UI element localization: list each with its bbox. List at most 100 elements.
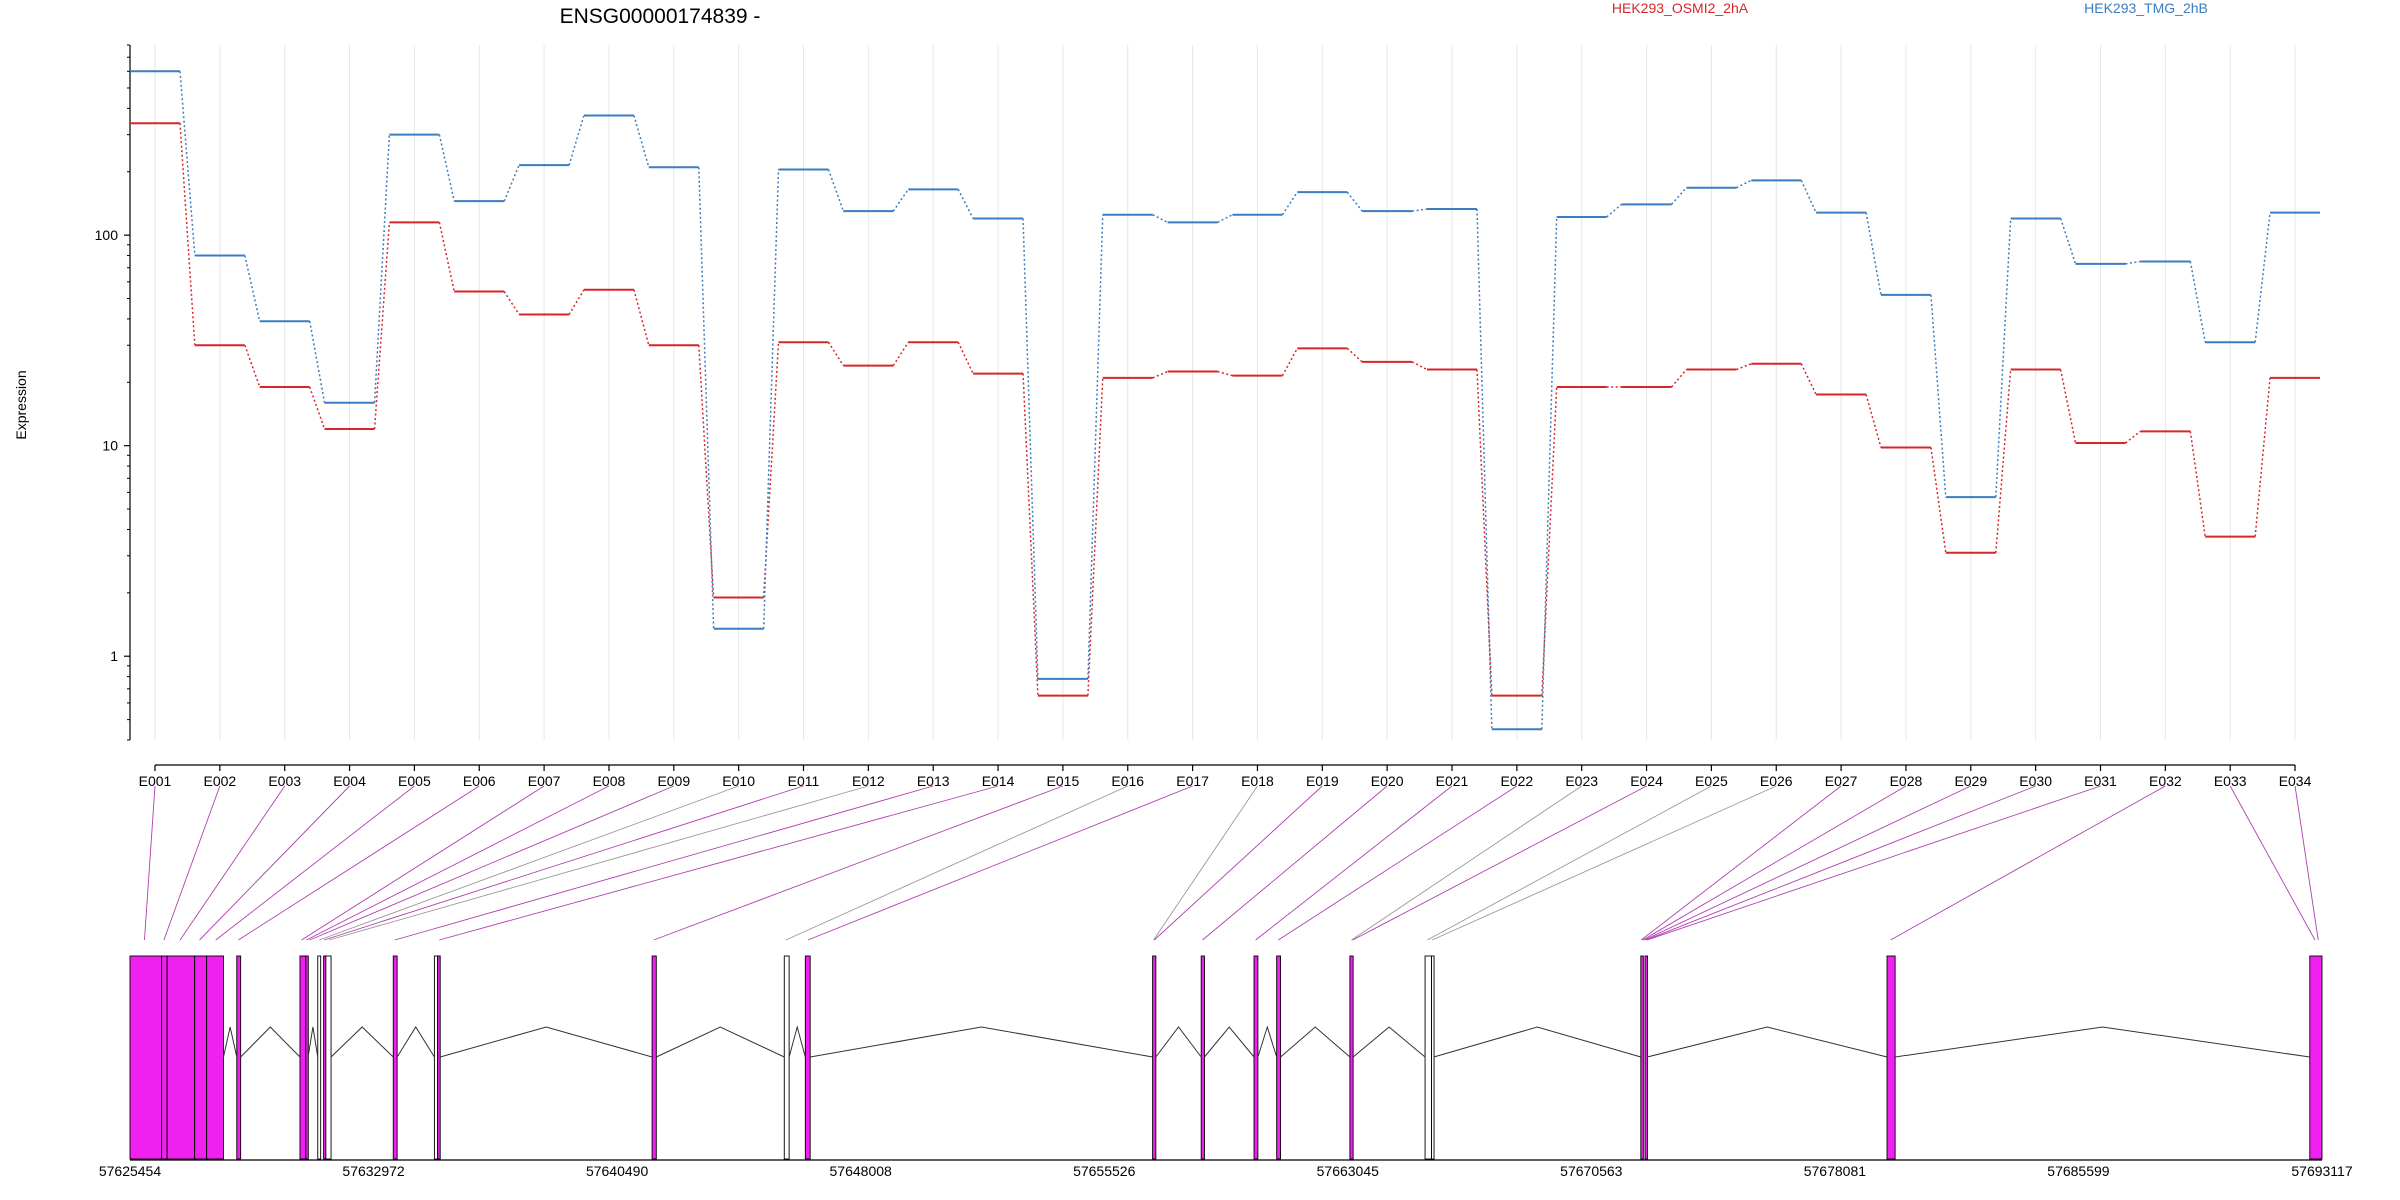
- intron-14: [1352, 1026, 1426, 1058]
- exon-connector-E026: [1431, 785, 1777, 941]
- intron-3: [307, 1026, 319, 1058]
- x-tick-label-E008: E008: [593, 773, 626, 789]
- exon-connector-E028: [1642, 785, 1907, 941]
- exon-block-5: [206, 955, 224, 1160]
- exon-connector-E011: [324, 785, 804, 941]
- intron-7: [656, 1026, 785, 1058]
- series-2-connector: [1022, 218, 1039, 679]
- x-tick-label-E023: E023: [1565, 773, 1598, 789]
- x-tick-label-E026: E026: [1760, 773, 1793, 789]
- genomic-tick-label: 57632972: [342, 1163, 405, 1179]
- series-2-connector: [1346, 191, 1363, 212]
- series-1-connector: [1930, 447, 1947, 553]
- exon-connector-E009: [309, 785, 674, 941]
- x-tick-label-E006: E006: [463, 773, 496, 789]
- exon-connector-E023: [1351, 785, 1582, 941]
- intron-11: [1204, 1026, 1255, 1058]
- exon-block-13: [433, 955, 439, 1160]
- series-1-connector: [1995, 369, 2012, 553]
- series-2-connector: [308, 321, 326, 403]
- legend-series-2: HEK293_TMG_2hB: [2084, 0, 2208, 16]
- x-tick-label-E015: E015: [1047, 773, 1080, 789]
- exon-block-19: [1200, 955, 1205, 1160]
- exon-connector-E008: [306, 785, 610, 941]
- series-1-connector: [503, 291, 520, 315]
- x-tick-label-E016: E016: [1111, 773, 1144, 789]
- x-tick-label-E033: E033: [2214, 773, 2247, 789]
- exon-connector-E003: [179, 785, 286, 941]
- x-tick-label-E003: E003: [268, 773, 301, 789]
- exon-block-23: [1424, 955, 1432, 1160]
- exon-block-27: [1886, 955, 1896, 1160]
- x-tick-label-E002: E002: [203, 773, 236, 789]
- exon-connector-E032: [1890, 785, 2166, 941]
- series-2-connector: [1476, 209, 1493, 730]
- exon-block-15: [651, 955, 657, 1160]
- x-tick-label-E005: E005: [398, 773, 431, 789]
- genomic-tick-label: 57663045: [1317, 1163, 1380, 1179]
- series-1-connector: [698, 345, 715, 598]
- series-2-connector: [1412, 208, 1428, 212]
- series-1-connector: [244, 344, 261, 388]
- y-tick-label: 1: [110, 648, 118, 664]
- exon-block-21: [1276, 955, 1282, 1160]
- intron-10: [1155, 1026, 1202, 1058]
- series-2-connector: [1736, 179, 1752, 189]
- series-1-connector: [1217, 370, 1233, 377]
- plot-layer: 1 10 100 E001 E002 E003 E004 E005 E006 E007 E008 E0…: [95, 44, 2321, 789]
- exon-connector-E029: [1644, 785, 1971, 941]
- intron-16: [1647, 1026, 1888, 1058]
- x-tick-label-E012: E012: [852, 773, 885, 789]
- x-tick-label-E011: E011: [788, 773, 820, 789]
- genomic-tick-label: 57625454: [99, 1163, 162, 1179]
- series-2-connector: [957, 189, 974, 219]
- x-tick-label-E014: E014: [982, 773, 1015, 789]
- exon-connector-E015: [653, 785, 1064, 941]
- exon-connector-E012: [328, 785, 869, 941]
- x-tick-label-E020: E020: [1371, 773, 1404, 789]
- x-tick-label-E013: E013: [917, 773, 950, 789]
- genomic-tick-label: 57640490: [586, 1163, 649, 1179]
- series-1-connector: [892, 341, 909, 367]
- exon-block-9: [317, 955, 322, 1160]
- x-tick-label-E009: E009: [657, 773, 690, 789]
- series-2-connector: [1152, 214, 1168, 224]
- exon-block-7: [299, 955, 307, 1160]
- series-2-connector: [179, 71, 196, 256]
- x-tick-label-E029: E029: [1954, 773, 1987, 789]
- exon-connector-E022: [1278, 785, 1518, 941]
- x-tick-label-E007: E007: [528, 773, 561, 789]
- series-1-connector: [2125, 430, 2141, 444]
- exon-block-4: [194, 955, 208, 1160]
- exon-block-1: [129, 955, 163, 1160]
- exon-block-28: [2309, 955, 2323, 1160]
- exon-block-22: [1349, 955, 1354, 1160]
- intron-1: [223, 1026, 238, 1058]
- legend-series-1: HEK293_OSMI2_2hA: [1612, 0, 1749, 16]
- series-2-connector: [1995, 218, 2012, 498]
- y-tick-label: 100: [95, 227, 119, 243]
- exon-block-6: [236, 955, 242, 1160]
- x-tick-label-E004: E004: [333, 773, 366, 789]
- series-1-connector: [2189, 431, 2206, 537]
- x-tick-label-E018: E018: [1241, 773, 1274, 789]
- series-2-connector: [1217, 214, 1233, 224]
- exon-block-11: [325, 955, 332, 1160]
- exon-block-20: [1253, 955, 1259, 1160]
- exon-connector-E006: [238, 785, 480, 941]
- exon-connector-E031: [1646, 785, 2101, 941]
- exon-connector-E025: [1427, 785, 1712, 941]
- series-2-connector: [892, 188, 909, 212]
- series-2-connector: [2125, 260, 2141, 265]
- series-2-connector: [2059, 218, 2077, 265]
- intron-6: [440, 1026, 653, 1058]
- genomic-tick-label: 57685599: [2047, 1163, 2110, 1179]
- series-2-connector: [1087, 214, 1104, 679]
- genomic-tick-label: 57648008: [830, 1163, 893, 1179]
- series-2-connector: [1865, 212, 1882, 296]
- series-2-connector: [503, 164, 520, 202]
- series-1-connector: [633, 289, 650, 346]
- series-2-connector: [698, 167, 715, 629]
